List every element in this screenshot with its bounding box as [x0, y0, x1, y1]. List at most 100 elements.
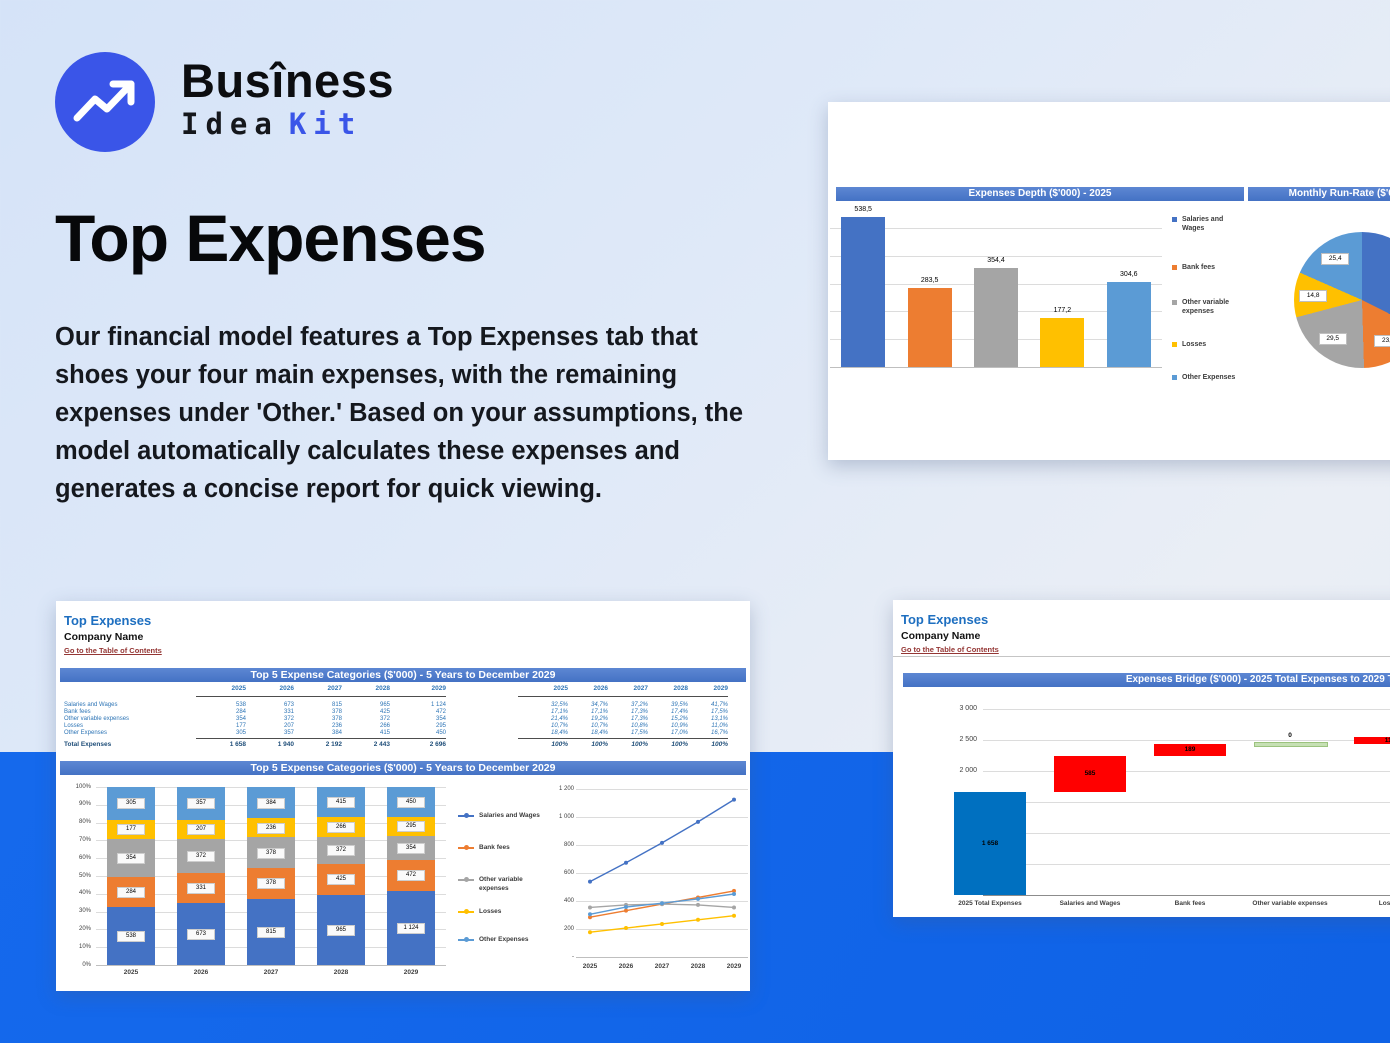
- x-tick-label: 2025: [582, 963, 598, 970]
- table-of-contents-link[interactable]: Go to the Table of Contents: [901, 645, 999, 654]
- legend-label: Other Expenses: [479, 936, 529, 943]
- screenshot-top5-categories: Top Expenses Company Name Go to the Tabl…: [56, 601, 750, 991]
- legend-label: Salaries and Wages: [1182, 216, 1224, 232]
- segment-value-label: 207: [187, 824, 215, 836]
- y-tick-label: 20%: [78, 925, 91, 932]
- y-tick-label: 800: [563, 841, 574, 848]
- table-cell: 1 658: [229, 741, 246, 748]
- top5-stacked-bar-chart: 100% 90% 80% 70% 60% 50% 40% 30% 20% 10% 0% 538 284 3…: [62, 781, 454, 981]
- segment-value-label: 378: [257, 878, 285, 890]
- brand-text: Busîness Idea Kit: [181, 52, 394, 142]
- table-cell: 673: [283, 702, 294, 708]
- y-tick-label: 30%: [78, 908, 91, 915]
- table-cell: 13,1%: [710, 716, 728, 722]
- segment-value-label: 266: [327, 821, 355, 833]
- table-cell: 965: [379, 702, 390, 708]
- table-cell: 32,5%: [550, 702, 568, 708]
- table-cell: 19,2%: [590, 716, 608, 722]
- table-cell: 472: [435, 709, 446, 715]
- table-of-contents-link[interactable]: Go to the Table of Contents: [64, 646, 162, 655]
- y-tick-label: 100%: [75, 783, 91, 790]
- table-cell: 2025: [553, 685, 568, 692]
- y-tick-label: 10%: [78, 943, 91, 950]
- legend-item: Losses: [458, 907, 544, 929]
- run-rate-pie-chart: 23,6 29,5 14,8 25,4: [1294, 232, 1390, 382]
- waterfall-zero-bar: [1254, 742, 1328, 748]
- segment-value-label: 815: [257, 926, 285, 938]
- y-tick-label: 3 000: [959, 705, 977, 712]
- bar: [974, 268, 1018, 367]
- segment-value-label: 425: [327, 874, 355, 886]
- legend-item: Salaries and Wages: [458, 811, 544, 833]
- table-cell: 354: [235, 716, 246, 722]
- chart-header-top5: Top 5 Expense Categories ($'000) - 5 Yea…: [60, 761, 746, 775]
- legend-marker: [464, 877, 469, 882]
- segment-value-label: 673: [187, 929, 215, 941]
- table-cell: 1 940: [277, 741, 294, 748]
- gridline: [576, 817, 748, 818]
- table-cell: 10,8%: [630, 723, 648, 729]
- bar-value-label: 585: [1084, 770, 1096, 778]
- table-cell: 17,1%: [590, 709, 608, 715]
- brand-name-top: Busîness: [181, 54, 394, 107]
- y-tick-label: 200: [563, 925, 574, 932]
- gridline: [983, 802, 1390, 803]
- table-cell: 284: [235, 709, 246, 715]
- bar-value-label: 1 658: [981, 839, 999, 847]
- gridline: [983, 740, 1390, 741]
- company-name: Company Name: [901, 630, 981, 642]
- segment-value-label: 284: [117, 886, 145, 898]
- x-tick-label: 2029: [403, 969, 419, 976]
- bar-value-label: 118: [1384, 736, 1390, 744]
- legend-item: Losses: [1172, 340, 1272, 362]
- legend-marker: [464, 813, 469, 818]
- table-header-top5: Top 5 Expense Categories ($'000) - 5 Yea…: [60, 668, 746, 682]
- y-tick-label: -: [572, 953, 574, 960]
- table-cell: 2027: [327, 685, 342, 692]
- total-rule: [518, 738, 728, 739]
- pie-slice-label: 29,5: [1318, 333, 1347, 346]
- top5-line-chart: 1 200 1 000 800 600 400 200 - 2025 2026 2027 2028 2…: [546, 781, 748, 981]
- table-cell: 384: [331, 730, 342, 736]
- chart-header-run-rate: Monthly Run-Rate ($'000) - 2025: [1248, 187, 1390, 201]
- divider: [893, 656, 1390, 657]
- legend-label: Bank fees: [1182, 264, 1216, 271]
- table-cell: 10,9%: [670, 723, 688, 729]
- gridline: [830, 227, 1162, 229]
- table-cell: 1 124: [430, 702, 446, 708]
- sheet-title: Top Expenses: [901, 612, 989, 627]
- table-cell: 450: [435, 730, 446, 736]
- table-cell: 100%: [671, 741, 688, 748]
- x-tick-label: Other variable expenses: [1252, 900, 1328, 907]
- table-cell: 16,7%: [710, 730, 728, 736]
- table-cell: 2028: [375, 685, 390, 692]
- table-cell: 2 192: [325, 741, 342, 748]
- chart-header-expenses-depth: Expenses Depth ($'000) - 2025: [836, 187, 1244, 201]
- segment-value-label: 415: [327, 797, 355, 809]
- legend-swatch: [1172, 342, 1177, 347]
- waterfall-bar: [1154, 744, 1226, 756]
- bar: [907, 288, 952, 367]
- legend-swatch: [1172, 265, 1177, 270]
- table-cell: 17,5%: [710, 709, 728, 715]
- screenshot-expenses-depth: Expenses Depth ($'000) - 2025 Monthly Ru…: [828, 102, 1390, 460]
- legend-label: Other Expenses: [1182, 374, 1236, 381]
- table-cell: 295: [435, 723, 446, 729]
- table-cell: 2 443: [373, 741, 390, 748]
- table-cell: 41,7%: [710, 702, 728, 708]
- table-cell: 21,4%: [550, 716, 568, 722]
- segment-value-label: 378: [257, 847, 285, 859]
- table-cell: 2026: [279, 685, 294, 692]
- y-tick-label: 50%: [78, 872, 91, 879]
- gridline: [983, 709, 1390, 710]
- table-cell: 15,2%: [670, 716, 688, 722]
- table-cell: 2026: [593, 685, 608, 692]
- table-cell: 415: [379, 730, 390, 736]
- gridline: [576, 789, 748, 790]
- legend-swatch: [1172, 217, 1177, 222]
- gridline: [576, 929, 748, 930]
- y-tick-label: 80%: [78, 819, 91, 826]
- x-tick-label: Losses: [1378, 900, 1390, 907]
- gridline: [576, 957, 748, 958]
